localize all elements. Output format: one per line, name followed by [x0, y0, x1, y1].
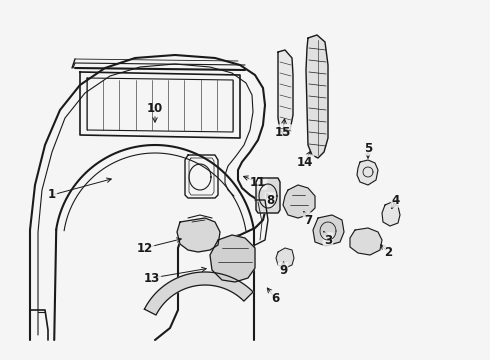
Polygon shape — [306, 35, 328, 158]
Text: 4: 4 — [392, 194, 400, 207]
Text: 3: 3 — [324, 234, 332, 247]
Polygon shape — [256, 178, 280, 213]
Text: 8: 8 — [266, 194, 274, 207]
Text: 6: 6 — [271, 292, 279, 305]
Text: 5: 5 — [364, 141, 372, 154]
Text: 1: 1 — [48, 189, 56, 202]
Polygon shape — [283, 185, 315, 218]
Polygon shape — [278, 50, 293, 135]
Polygon shape — [276, 248, 294, 268]
Polygon shape — [357, 160, 378, 185]
Text: 12: 12 — [137, 242, 153, 255]
Text: 11: 11 — [250, 175, 266, 189]
Text: 14: 14 — [297, 156, 313, 168]
Polygon shape — [145, 272, 253, 315]
Polygon shape — [210, 235, 255, 282]
Text: 7: 7 — [304, 213, 312, 226]
Polygon shape — [177, 218, 220, 252]
Polygon shape — [313, 215, 344, 246]
Polygon shape — [382, 202, 400, 226]
Polygon shape — [350, 228, 382, 255]
Text: 13: 13 — [144, 271, 160, 284]
Text: 2: 2 — [384, 246, 392, 258]
Text: 15: 15 — [275, 126, 291, 139]
Text: 9: 9 — [279, 264, 287, 276]
Text: 10: 10 — [147, 102, 163, 114]
